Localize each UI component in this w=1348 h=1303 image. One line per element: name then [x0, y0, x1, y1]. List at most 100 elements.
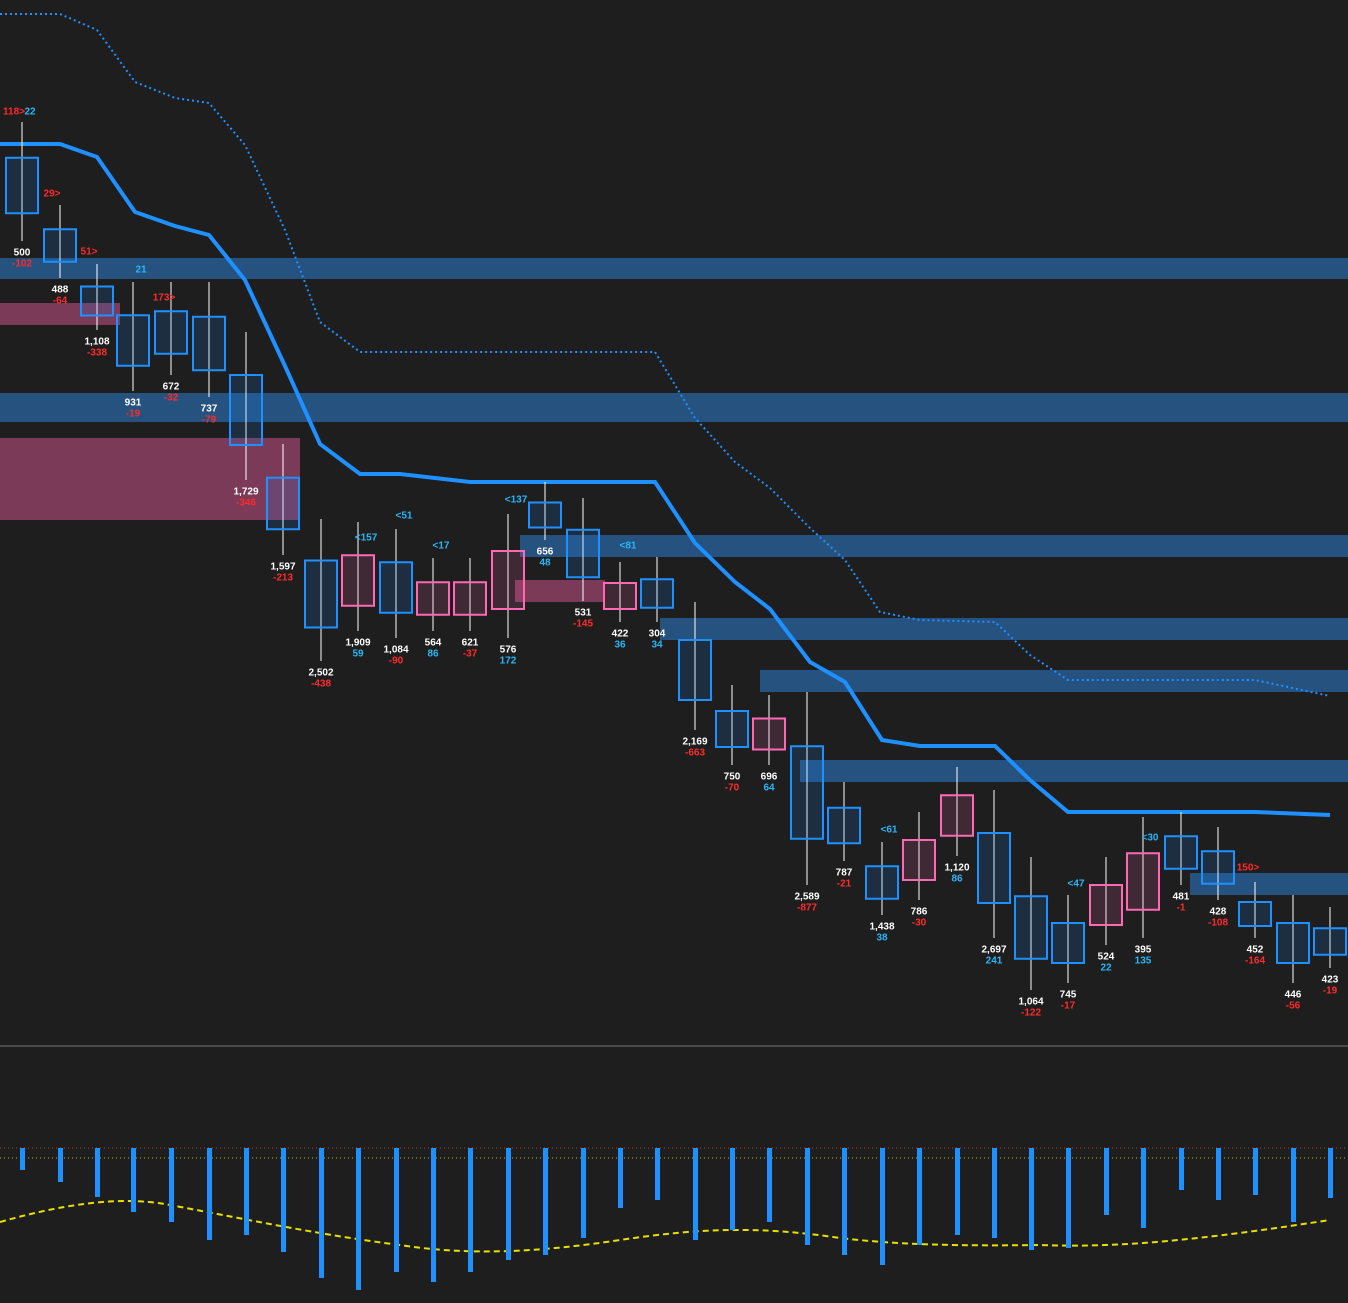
- annotation: 21: [135, 265, 147, 276]
- indicator-bar: [805, 1148, 810, 1245]
- volume-label: 2,589: [794, 892, 819, 903]
- volume-label: 1,438: [869, 922, 894, 933]
- indicator-bar: [506, 1148, 511, 1260]
- cluster: [977, 832, 1011, 904]
- delta-label: 86: [427, 649, 439, 660]
- cluster: [491, 550, 525, 610]
- indicator-bar: [95, 1148, 100, 1197]
- delta-label: -877: [797, 903, 817, 914]
- delta-label: -70: [725, 783, 740, 794]
- annotation: 51>: [81, 247, 98, 258]
- annotation: 22: [24, 107, 36, 118]
- volume-label: 481: [1173, 892, 1190, 903]
- volume-label: 931: [125, 398, 142, 409]
- cluster: [566, 528, 600, 579]
- indicator-bar: [842, 1148, 847, 1255]
- volume-label: 531: [575, 608, 592, 619]
- volume-label: 1,729: [233, 487, 258, 498]
- delta-label: 64: [763, 783, 775, 794]
- volume-label: 621: [462, 638, 479, 649]
- delta-label: -213: [273, 573, 293, 584]
- indicator-bar: [655, 1148, 660, 1200]
- cluster: [827, 806, 861, 845]
- annotation: <51: [396, 511, 413, 522]
- zone: [1190, 873, 1348, 895]
- indicator-bar: [618, 1148, 623, 1208]
- delta-label: 86: [951, 874, 963, 885]
- indicator-bar: [880, 1148, 885, 1265]
- volume-label: 1,084: [383, 645, 408, 656]
- indicator-bar: [543, 1148, 548, 1255]
- cluster: [80, 285, 114, 317]
- delta-label: -30: [912, 918, 927, 929]
- delta-label: -438: [311, 679, 331, 690]
- annotation: <47: [1068, 879, 1085, 890]
- volume-label: 576: [500, 645, 517, 656]
- annotation: <137: [505, 495, 528, 506]
- cluster: [416, 581, 450, 616]
- cluster: [266, 476, 300, 531]
- cluster: [940, 794, 974, 837]
- delta-label: -17: [1061, 1001, 1076, 1012]
- delta-label: 34: [651, 640, 663, 651]
- indicator-bar: [1179, 1148, 1184, 1190]
- indicator-bar: [244, 1148, 249, 1235]
- volume-label: 422: [612, 629, 629, 640]
- volume-label: 395: [1135, 945, 1152, 956]
- delta-label: -79: [202, 415, 217, 426]
- indicator-bar: [1029, 1148, 1034, 1250]
- delta-label: -90: [389, 656, 404, 667]
- cluster: [1014, 895, 1048, 960]
- cluster: [341, 554, 375, 607]
- zones: [0, 258, 1348, 895]
- cluster: [1126, 852, 1160, 911]
- cluster: [304, 559, 338, 629]
- volume-label: 524: [1098, 952, 1115, 963]
- cluster: [678, 639, 712, 701]
- delta-label: -338: [87, 348, 107, 359]
- cluster: [1051, 922, 1085, 964]
- annotation: <157: [355, 533, 378, 544]
- cluster: [1313, 927, 1347, 956]
- indicator-bar: [1291, 1148, 1296, 1222]
- cluster: [229, 374, 263, 446]
- zone: [660, 618, 1348, 640]
- volume-label: 1,597: [270, 562, 295, 573]
- delta-label: -21: [837, 879, 852, 890]
- delta-label: 38: [876, 933, 888, 944]
- volume-label: 488: [52, 285, 69, 296]
- indicator-bar: [1216, 1148, 1221, 1200]
- cluster: [1238, 901, 1272, 927]
- volume-label: 2,169: [682, 737, 707, 748]
- zone: [0, 438, 300, 520]
- volume-label: 786: [911, 907, 928, 918]
- volume-label: 672: [163, 382, 180, 393]
- cluster: [902, 839, 936, 881]
- cluster: [603, 582, 637, 610]
- volume-label: 737: [201, 404, 218, 415]
- cluster: [116, 314, 150, 367]
- annotation: 150>: [1237, 863, 1260, 874]
- volume-label: 423: [1322, 975, 1339, 986]
- annotation: <17: [433, 541, 450, 552]
- cluster: [192, 315, 226, 372]
- delta-label: -1: [1177, 903, 1186, 914]
- volume-label: 564: [425, 638, 442, 649]
- indicator-bar: [581, 1148, 586, 1238]
- indicator-bar: [1104, 1148, 1109, 1215]
- annotation: <30: [1142, 833, 1159, 844]
- indicator-bar: [207, 1148, 212, 1240]
- delta-label: -346: [236, 498, 256, 509]
- delta-label: 36: [614, 640, 626, 651]
- indicator-bar: [169, 1148, 174, 1222]
- cluster: [1201, 850, 1235, 885]
- delta-label: -19: [126, 409, 141, 420]
- delta-label: -102: [12, 259, 32, 270]
- volume-label: 787: [836, 868, 853, 879]
- delta-label: -56: [1286, 1001, 1301, 1012]
- indicator-bar: [917, 1148, 922, 1245]
- volume-label: 1,064: [1018, 997, 1043, 1008]
- cluster: [790, 745, 824, 840]
